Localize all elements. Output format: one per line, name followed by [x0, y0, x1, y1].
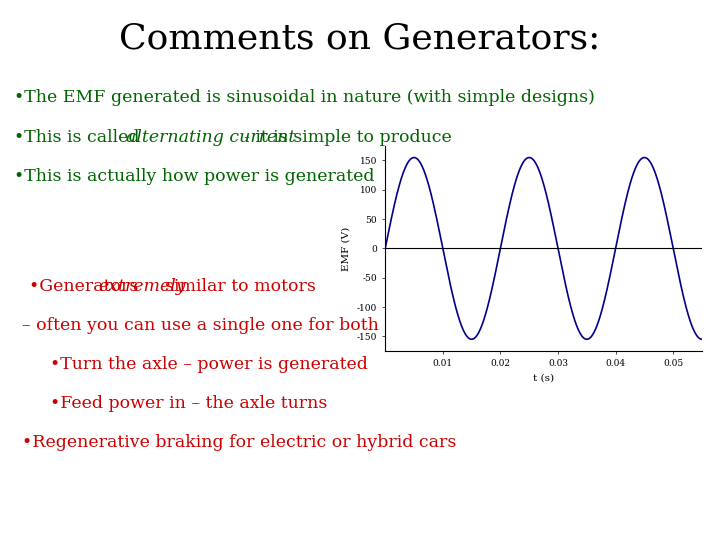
Text: •This is actually how power is generated: •This is actually how power is generated — [14, 168, 375, 185]
Text: - it is simple to produce: - it is simple to produce — [233, 129, 451, 145]
Y-axis label: EMF (V): EMF (V) — [342, 226, 351, 271]
Text: •Generators: •Generators — [29, 278, 144, 295]
X-axis label: t (s): t (s) — [533, 374, 554, 383]
Text: similar to motors: similar to motors — [154, 278, 316, 295]
Text: – often you can use a single one for both: – often you can use a single one for bot… — [22, 317, 379, 334]
Text: •Regenerative braking for electric or hybrid cars: •Regenerative braking for electric or hy… — [22, 434, 456, 450]
Text: •The EMF generated is sinusoidal in nature (with simple designs): •The EMF generated is sinusoidal in natu… — [14, 89, 595, 106]
Text: •This is called: •This is called — [14, 129, 145, 145]
Text: •Feed power in – the axle turns: •Feed power in – the axle turns — [50, 395, 328, 411]
Text: •Turn the axle – power is generated: •Turn the axle – power is generated — [50, 356, 368, 373]
Text: Comments on Generators:: Comments on Generators: — [120, 22, 600, 56]
Text: extremely: extremely — [99, 278, 186, 295]
Text: alternating current: alternating current — [126, 129, 295, 145]
